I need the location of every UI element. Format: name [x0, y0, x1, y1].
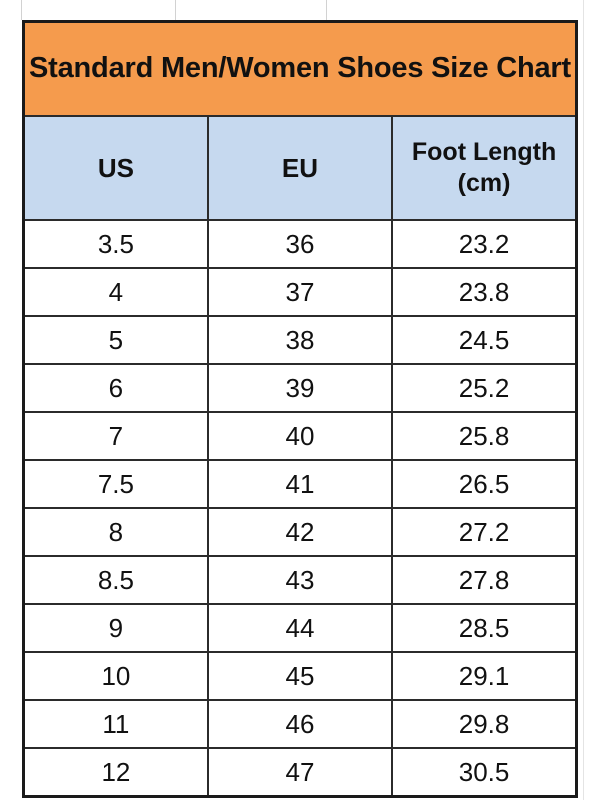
header-row: US EU Foot Length (cm): [22, 115, 578, 221]
table-row: 9 44 28.5: [22, 603, 578, 653]
title-row: Standard Men/Women Shoes Size Chart: [22, 20, 578, 117]
size-chart-container: Standard Men/Women Shoes Size Chart US E…: [22, 20, 578, 798]
cell-us: 3.5: [22, 219, 209, 269]
table-row: 8.5 43 27.8: [22, 555, 578, 605]
column-header-us: US: [22, 115, 209, 221]
gridline-vertical-3: [326, 0, 327, 20]
cell-eu: 36: [206, 219, 394, 269]
column-header-foot-length: Foot Length (cm): [391, 115, 578, 221]
cell-foot-length: 27.8: [391, 555, 578, 605]
table-row: 5 38 24.5: [22, 315, 578, 365]
table-row: 11 46 29.8: [22, 699, 578, 749]
cell-eu: 40: [206, 411, 394, 461]
cell-foot-length: 23.8: [391, 267, 578, 317]
cell-foot-length: 25.2: [391, 363, 578, 413]
table-row: 10 45 29.1: [22, 651, 578, 701]
gridline-vertical-1: [21, 0, 22, 20]
cell-foot-length: 26.5: [391, 459, 578, 509]
cell-us: 7: [22, 411, 209, 461]
cell-us: 5: [22, 315, 209, 365]
cell-us: 8.5: [22, 555, 209, 605]
table-row: 6 39 25.2: [22, 363, 578, 413]
cell-foot-length: 28.5: [391, 603, 578, 653]
cell-eu: 46: [206, 699, 394, 749]
cell-foot-length: 23.2: [391, 219, 578, 269]
table-row: 8 42 27.2: [22, 507, 578, 557]
table-row: 7 40 25.8: [22, 411, 578, 461]
table-row: 12 47 30.5: [22, 747, 578, 798]
shoes-size-chart-table: Standard Men/Women Shoes Size Chart US E…: [22, 20, 578, 798]
cell-eu: 44: [206, 603, 394, 653]
cell-us: 9: [22, 603, 209, 653]
cell-eu: 45: [206, 651, 394, 701]
cell-foot-length: 24.5: [391, 315, 578, 365]
column-header-foot-length-line1: Foot Length: [411, 137, 557, 166]
cell-eu: 38: [206, 315, 394, 365]
cell-eu: 42: [206, 507, 394, 557]
cell-foot-length: 29.1: [391, 651, 578, 701]
cell-us: 7.5: [22, 459, 209, 509]
column-header-eu: EU: [206, 115, 394, 221]
cell-foot-length: 25.8: [391, 411, 578, 461]
gridline-vertical-4: [583, 0, 584, 800]
table-row: 7.5 41 26.5: [22, 459, 578, 509]
table-row: 3.5 36 23.2: [22, 219, 578, 269]
cell-us: 8: [22, 507, 209, 557]
cell-eu: 47: [206, 747, 394, 798]
cell-eu: 37: [206, 267, 394, 317]
column-header-foot-length-line2: (cm): [457, 169, 511, 197]
cell-foot-length: 29.8: [391, 699, 578, 749]
cell-us: 12: [22, 747, 209, 798]
table-row: 4 37 23.8: [22, 267, 578, 317]
cell-us: 10: [22, 651, 209, 701]
cell-eu: 41: [206, 459, 394, 509]
gridline-vertical-2: [175, 0, 176, 20]
cell-foot-length: 30.5: [391, 747, 578, 798]
cell-eu: 39: [206, 363, 394, 413]
cell-us: 4: [22, 267, 209, 317]
chart-title: Standard Men/Women Shoes Size Chart: [22, 20, 578, 117]
cell-us: 11: [22, 699, 209, 749]
cell-eu: 43: [206, 555, 394, 605]
cell-foot-length: 27.2: [391, 507, 578, 557]
cell-us: 6: [22, 363, 209, 413]
